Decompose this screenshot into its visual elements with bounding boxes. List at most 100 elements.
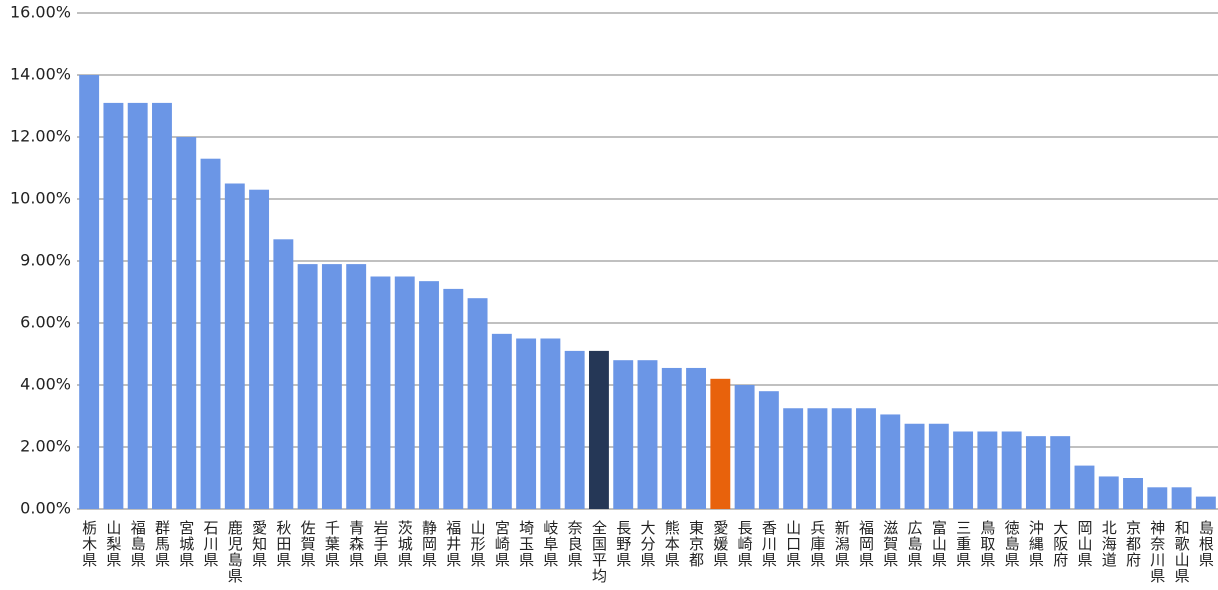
bar (1123, 478, 1143, 509)
bar (637, 360, 658, 509)
y-tick-label: 2.00% (20, 437, 71, 456)
x-tick-label: 石川県 (202, 520, 220, 568)
x-tick-label: 愛知県 (250, 520, 268, 568)
x-tick-label: 岩手県 (371, 520, 389, 568)
y-tick-label: 16.00% (10, 3, 71, 22)
bar (856, 408, 876, 509)
x-tick-label: 熊本県 (663, 520, 681, 568)
x-tick-label: 新潟県 (833, 520, 851, 568)
bar (200, 158, 221, 509)
bar (394, 276, 415, 509)
bar (1171, 487, 1192, 509)
y-tick-label: 4.00% (20, 375, 71, 394)
y-tick-label: 9.00% (20, 251, 71, 270)
y-tick-label: 12.00% (10, 127, 71, 146)
bar (176, 137, 197, 509)
bar (443, 288, 464, 509)
x-tick-label: 山形県 (469, 520, 487, 568)
bar (1025, 436, 1046, 509)
bar (516, 338, 537, 509)
x-tick-label: 福岡県 (857, 520, 875, 568)
x-tick-label: 茨城県 (396, 520, 414, 568)
x-tick-label: 福井県 (444, 520, 462, 568)
bar (953, 431, 974, 509)
x-tick-label: 徳島県 (1003, 520, 1021, 568)
bar (783, 408, 804, 509)
y-tick-label: 10.00% (10, 189, 71, 208)
bar (1147, 487, 1168, 509)
x-tick-label: 愛媛県 (711, 520, 729, 568)
x-tick-label: 奈良県 (566, 520, 584, 568)
x-tick-label: 沖縄県 (1027, 520, 1045, 568)
bar (686, 367, 707, 509)
bar (103, 102, 124, 510)
bar (540, 338, 561, 509)
x-tick-label: 香川県 (760, 520, 778, 568)
bar (758, 391, 779, 509)
x-tick-label: 鹿児島県 (226, 520, 244, 584)
x-tick-label: 青森県 (347, 520, 365, 568)
x-tick-label: 群馬県 (153, 520, 171, 568)
x-tick-label: 京都府 (1124, 520, 1142, 568)
x-tick-label: 静岡県 (420, 520, 438, 568)
x-tick-label: 千葉県 (323, 520, 341, 568)
bar (710, 378, 731, 509)
bar (419, 281, 439, 509)
x-tick-label: 広島県 (906, 520, 924, 568)
bar (1074, 465, 1095, 509)
x-tick-label: 福島県 (129, 520, 147, 568)
x-tick-label: 全国平均 (590, 519, 608, 584)
x-tick-label: 長崎県 (736, 520, 754, 568)
y-tick-label: 6.00% (20, 313, 71, 332)
bar (588, 350, 609, 509)
bar (467, 298, 488, 509)
bar (346, 264, 367, 509)
bar (1195, 496, 1216, 509)
x-tick-label: 埼玉県 (517, 520, 535, 568)
bar (880, 414, 901, 509)
x-tick-label: 三重県 (954, 520, 972, 568)
x-tick-label: 鳥取県 (978, 519, 996, 568)
bar (370, 276, 391, 509)
bar (491, 333, 512, 509)
x-tick-label: 長野県 (614, 520, 632, 568)
bar (297, 264, 318, 509)
x-tick-label: 神奈川県 (1148, 520, 1166, 584)
x-tick-label: 北海道 (1100, 520, 1118, 568)
bar (928, 423, 949, 509)
bar (273, 239, 294, 510)
bar (152, 102, 172, 510)
bar (321, 264, 342, 509)
y-tick-label: 14.00% (10, 65, 71, 84)
x-tick-label: 東京都 (687, 520, 705, 568)
x-tick-label: 山口県 (784, 520, 802, 568)
x-tick-label: 宮崎県 (493, 520, 511, 568)
bar (1098, 476, 1119, 509)
bar (613, 360, 634, 509)
x-tick-label: 和歌山県 (1173, 520, 1191, 584)
bar (977, 431, 998, 509)
x-tick-label: 秋田県 (274, 520, 292, 568)
bar (734, 385, 755, 509)
bar (661, 367, 682, 509)
bar (807, 408, 828, 509)
x-tick-label: 岡山県 (1075, 520, 1093, 568)
x-tick-label: 大分県 (639, 520, 657, 568)
bar (904, 423, 925, 509)
x-tick-label: 山梨県 (104, 520, 122, 568)
bar (1050, 436, 1071, 509)
x-tick-label: 佐賀県 (299, 520, 317, 568)
x-tick-label: 大阪府 (1051, 520, 1069, 568)
bar (831, 408, 852, 509)
x-tick-label: 岐阜県 (541, 520, 559, 568)
bar (1001, 431, 1022, 509)
bar (564, 350, 585, 509)
bar (249, 189, 270, 509)
x-tick-label: 島根県 (1197, 520, 1215, 568)
x-tick-label: 滋賀県 (881, 520, 899, 568)
bar (79, 75, 100, 509)
x-tick-label: 宮城県 (177, 520, 195, 568)
bar (224, 183, 245, 509)
x-tick-label: 富山県 (930, 519, 948, 568)
